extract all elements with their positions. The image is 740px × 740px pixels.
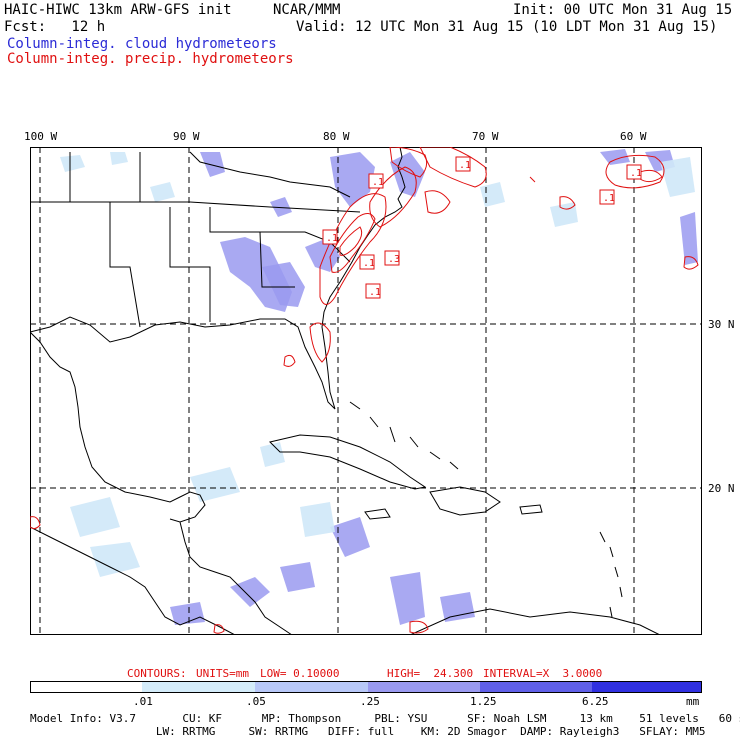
lon-label-80w: 80 W	[323, 130, 350, 143]
contours-high: HIGH= 24.300	[387, 667, 474, 680]
org-label: NCAR/MMM	[273, 2, 341, 18]
colorbar-segment	[480, 681, 592, 693]
contour-label: .1	[363, 258, 375, 269]
contours-label: CONTOURS:	[127, 667, 187, 680]
contour-label-box: .1	[626, 164, 642, 180]
contour-label-box: .1	[368, 173, 384, 189]
contour-label: .1	[603, 193, 615, 204]
contours-low: LOW= 0.10000	[260, 667, 340, 680]
field-precip-label: Column-integ. precip. hydrometeors	[7, 51, 294, 67]
precip-contours	[30, 147, 699, 634]
model-info-line2: LW: RRTMG SW: RRTMG DIFF: full KM: 2D Sm…	[30, 725, 706, 738]
init-time: Init: 00 UTC Mon 31 Aug 15	[513, 2, 733, 18]
lon-label-60w: 60 W	[620, 130, 647, 143]
model-title: HAIC-HIWC 13km ARW-GFS init	[4, 2, 232, 18]
colorbar-segment	[142, 681, 255, 693]
model-info-line1: Model Info: V3.7 CU: KF MP: Thompson PBL…	[30, 712, 740, 725]
contours-units: UNITS=mm	[196, 667, 249, 680]
lon-label-70w: 70 W	[472, 130, 499, 143]
contour-label: .1	[326, 233, 338, 244]
map-frame	[30, 147, 702, 635]
colorbar-tick: 6.25	[582, 695, 609, 708]
forecast-hour: Fcst: 12 h	[4, 19, 106, 35]
colorbar-tick: .05	[246, 695, 266, 708]
colorbar-segments	[30, 681, 702, 693]
latlon-grid	[30, 147, 702, 635]
colorbar-unit: mm	[686, 695, 700, 708]
lon-label-100w: 100 W	[24, 130, 58, 143]
colorbar-tick: .25	[360, 695, 380, 708]
contour-label: .1	[369, 287, 381, 298]
contour-label-box: .1	[455, 156, 471, 172]
contour-label-box: .1	[359, 254, 375, 270]
field-cloud-label: Column-integ. cloud hydrometeors	[7, 36, 277, 52]
lon-label-90w: 90 W	[173, 130, 200, 143]
contour-label-box: .1	[322, 229, 338, 245]
valid-time: Valid: 12 UTC Mon 31 Aug 15 (10 LDT Mon …	[296, 19, 718, 35]
contour-label: .1	[459, 160, 471, 171]
contour-label-box: .1	[365, 283, 381, 299]
colorbar-segment	[368, 681, 480, 693]
contour-label-group: .1 .1 .1 .1 .1 .3 .1 .1	[322, 156, 642, 299]
colorbar-segment	[255, 681, 368, 693]
contour-label: .1	[630, 168, 642, 179]
contour-label: .3	[388, 254, 400, 265]
contour-label-box: .1	[599, 189, 615, 205]
color-scale-bar: .01 .05 .25 1.25 6.25 mm	[30, 681, 702, 708]
colorbar-segment	[30, 681, 142, 693]
contour-label: .1	[372, 177, 384, 188]
contours-interval: INTERVAL=X 3.0000	[483, 667, 603, 680]
lat-label-20n: 20 N	[708, 482, 735, 495]
map-panel: .1 .1 .1 .1 .1 .3 .1 .1	[30, 147, 702, 635]
lat-label-30n: 30 N	[708, 318, 735, 331]
colorbar-tick: 1.25	[470, 695, 497, 708]
cloud-hydrometeor-field	[170, 149, 698, 625]
colorbar-segment	[592, 681, 702, 693]
contour-label-box: .3	[384, 250, 400, 266]
colorbar-tick: .01	[133, 695, 153, 708]
